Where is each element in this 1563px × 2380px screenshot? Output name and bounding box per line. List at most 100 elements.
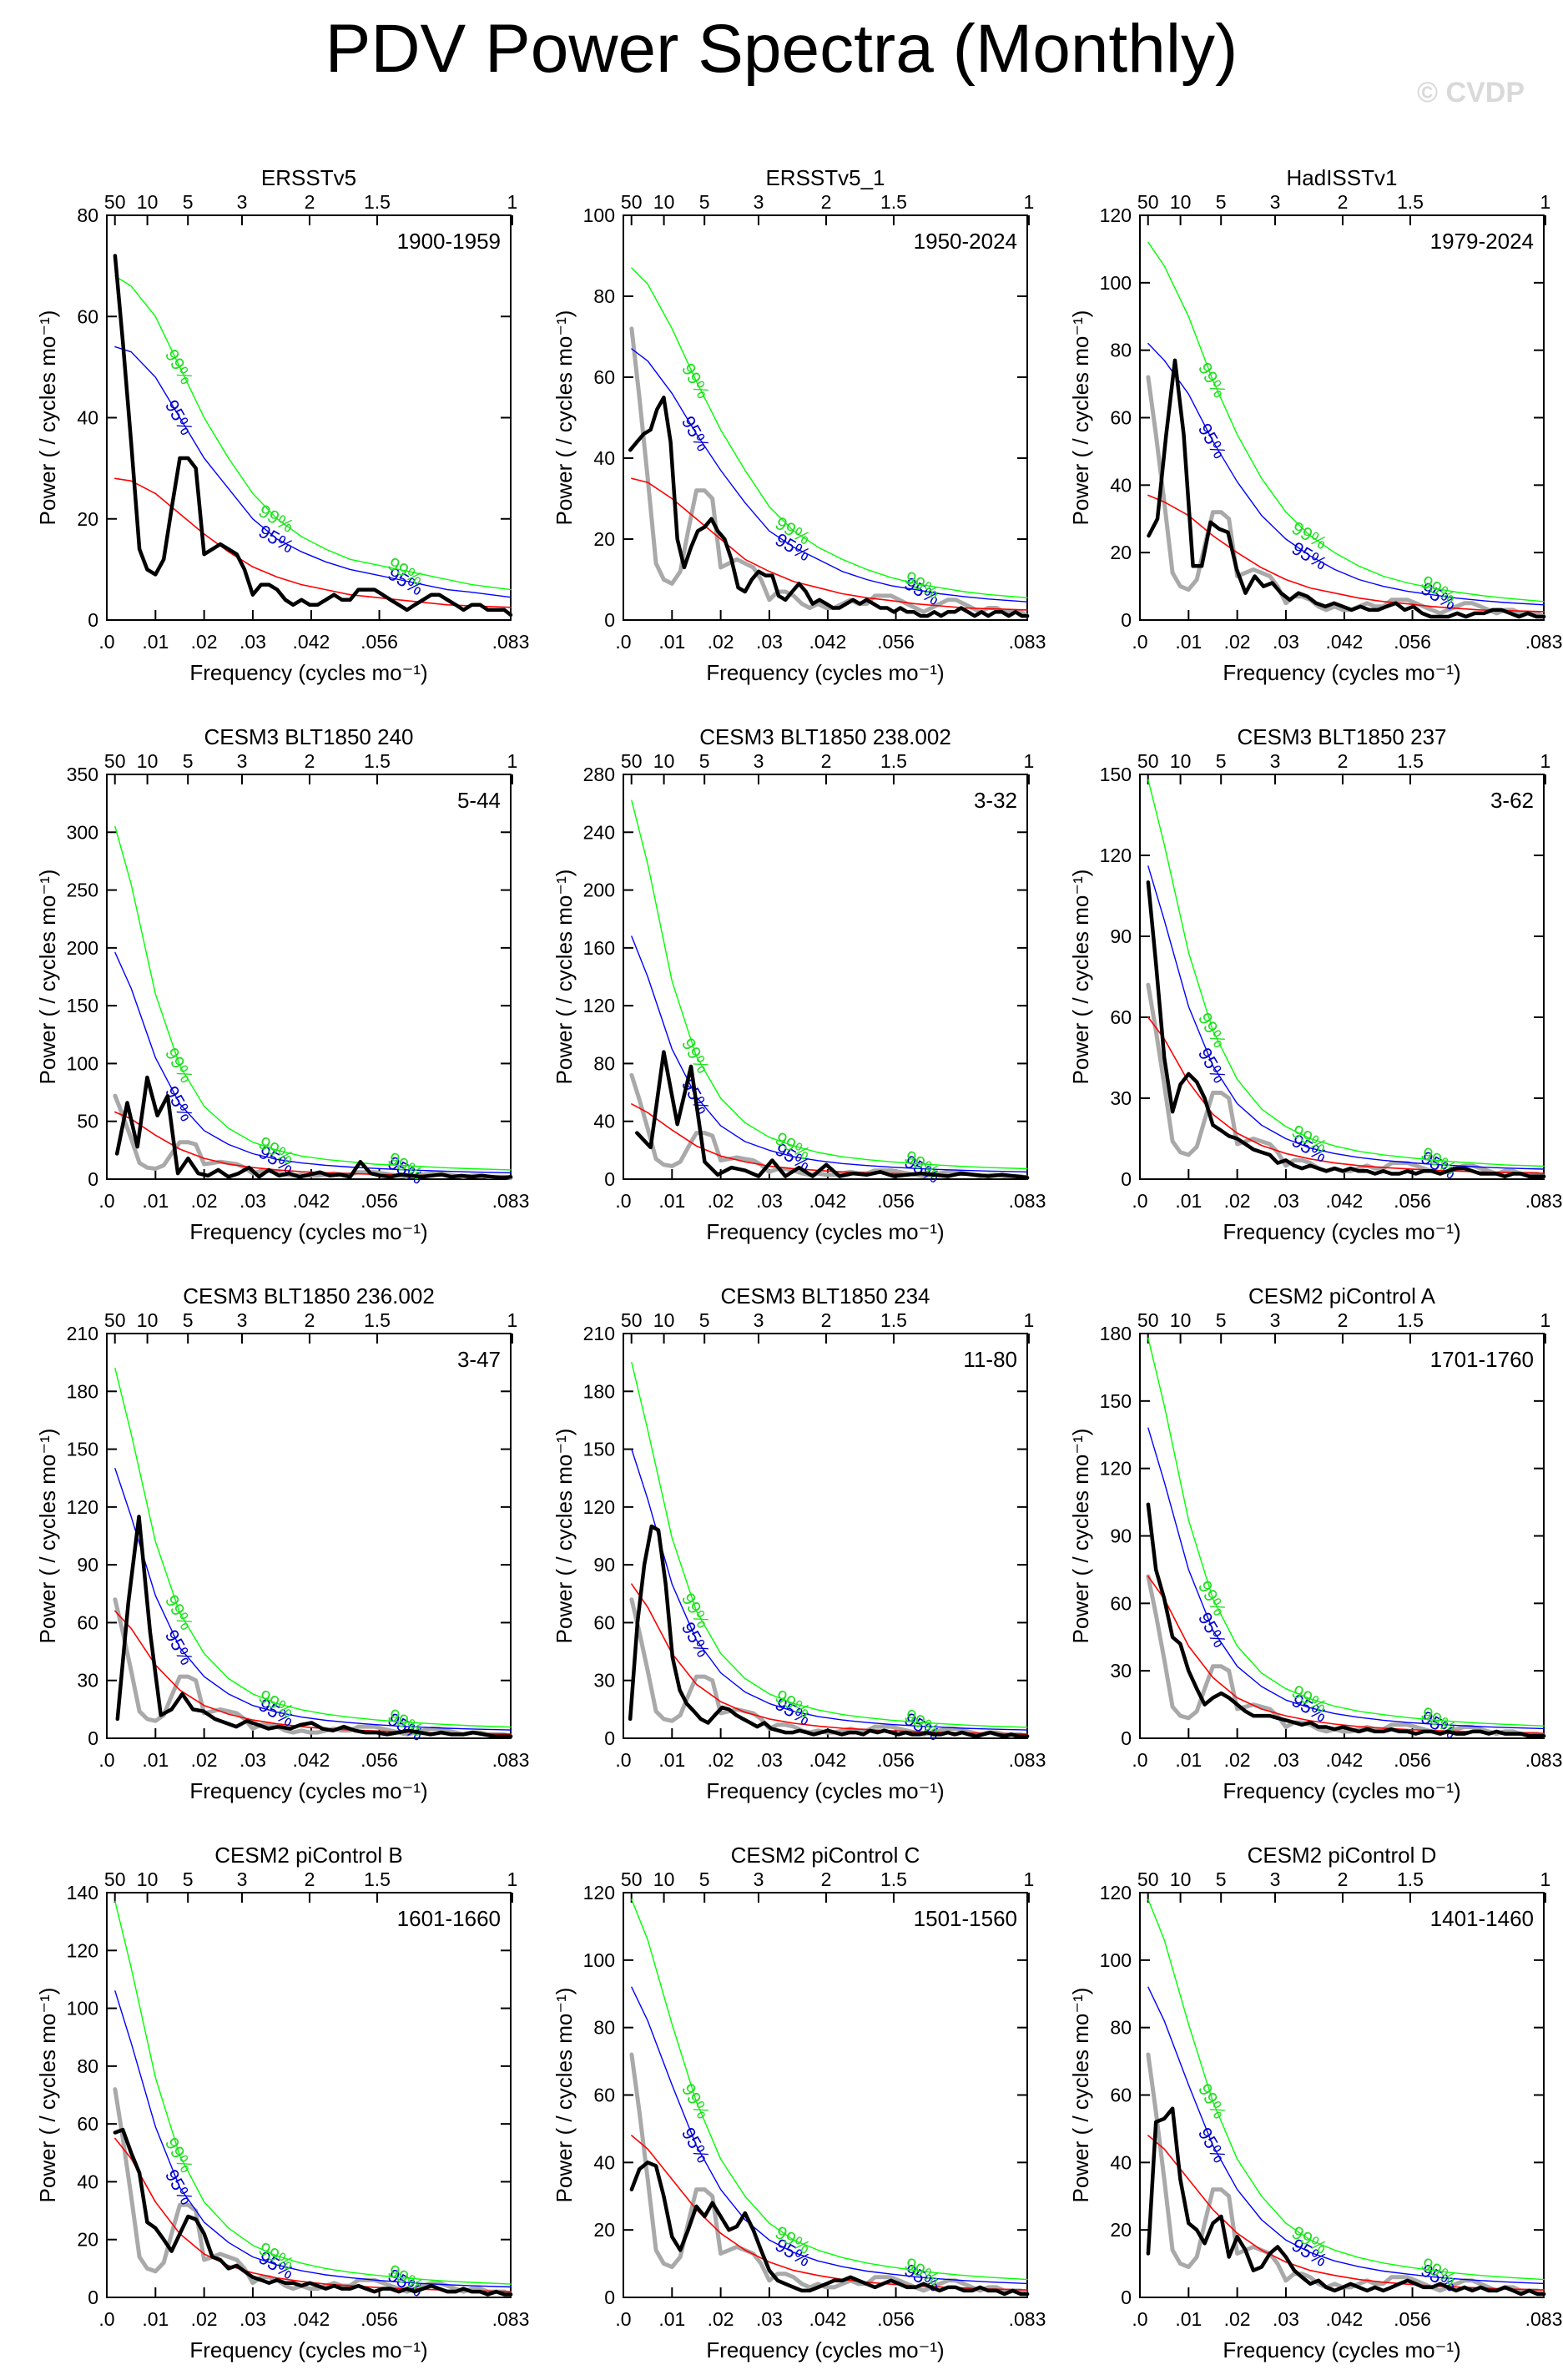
top-tick-label: 1.5: [880, 1868, 907, 1890]
top-tick-label: 2: [1338, 191, 1349, 213]
period-label: 1501-1560: [914, 1906, 1017, 1931]
y-tick-label: 120: [583, 1496, 615, 1518]
panel-2: 0 20 40 60 80 100 .0 .01 .02 .03 .042 .056 .083 50 10 5…: [552, 165, 1046, 685]
panel-title: CESM3 BLT1850 240: [204, 724, 414, 749]
x-tick-label: .042: [293, 1749, 330, 1771]
x-tick-label: .01: [142, 631, 169, 653]
top-tick-label: 1.5: [1397, 1309, 1424, 1331]
series-99pct: [114, 1367, 512, 1728]
y-tick-label: 90: [1110, 1525, 1132, 1547]
y-tick-label: 180: [1100, 1323, 1132, 1344]
panel-9: 0306090120150180.0.01.02.03.042.056.0835…: [1068, 1283, 1562, 1803]
significance-label: 95%: [161, 1082, 198, 1125]
top-tick-label: 1: [507, 1868, 518, 1890]
significance-label: 99%: [161, 1044, 198, 1087]
x-tick-label: .042: [293, 1190, 330, 1212]
x-tick-label: .02: [191, 631, 218, 653]
y-axis-label: Power ( / cycles mo⁻¹): [552, 310, 577, 526]
x-tick-label: .01: [658, 2308, 685, 2330]
y-tick-label: 40: [77, 407, 98, 429]
x-tick-label: .02: [708, 1190, 734, 1212]
top-tick-label: 2: [821, 191, 832, 213]
panel-title: CESM2 piControl D: [1248, 1843, 1437, 1868]
x-tick-label: .083: [1009, 631, 1046, 653]
y-tick-label: 0: [1121, 609, 1132, 631]
panel-title: CESM3 BLT1850 238.002: [699, 724, 951, 749]
top-tick-label: 50: [104, 191, 126, 213]
y-axis-label: Power ( / cycles mo⁻¹): [552, 1988, 577, 2203]
y-tick-label: 200: [67, 937, 98, 959]
series-95pct: [114, 951, 512, 1174]
x-tick-label: .01: [1175, 1190, 1202, 1212]
y-tick-label: 100: [67, 1052, 98, 1074]
x-tick-label: .083: [1009, 2308, 1046, 2330]
y-tick-label: 60: [1110, 1592, 1132, 1614]
x-axis-label: Frequency (cycles mo⁻¹): [189, 660, 427, 685]
series-spectrum: [113, 2127, 513, 2297]
top-tick-label: 10: [137, 1868, 159, 1890]
y-tick-label: 40: [593, 1111, 615, 1132]
y-tick-label: 80: [1110, 2017, 1132, 2039]
panel-title: CESM3 BLT1850 236.002: [183, 1283, 435, 1308]
x-tick-label: .0: [98, 2308, 114, 2330]
x-axis-label: Frequency (cycles mo⁻¹): [1223, 1219, 1460, 1244]
x-tick-label: .01: [142, 1190, 169, 1212]
y-axis-label: Power ( / cycles mo⁻¹): [552, 1429, 577, 1644]
x-axis-label: Frequency (cycles mo⁻¹): [706, 2337, 944, 2362]
series-red-noise: [631, 477, 1028, 611]
top-tick-label: 3: [237, 191, 248, 213]
panel-11: 0 20 40 60 80 100 120 .0 .01 .02 .03 .042 .056 .083 50…: [552, 1843, 1046, 2362]
top-tick-label: 5: [183, 1868, 194, 1890]
period-label: 5-44: [457, 788, 501, 813]
top-tick-label: 2: [821, 1868, 832, 1890]
x-tick-label: .042: [809, 631, 847, 653]
x-tick-label: .0: [1132, 1749, 1147, 1771]
top-tick-label: 5: [183, 750, 194, 772]
y-tick-label: 0: [88, 1727, 98, 1749]
series-99pct: [1147, 1337, 1545, 1727]
x-tick-label: .056: [360, 1190, 398, 1212]
x-tick-label: .056: [877, 1190, 915, 1212]
x-tick-label: .02: [1224, 631, 1251, 653]
period-label: 3-32: [974, 788, 1017, 813]
y-tick-label: 60: [1110, 2085, 1132, 2106]
x-tick-label: .0: [98, 1749, 114, 1771]
x-tick-label: .083: [1009, 1190, 1046, 1212]
x-tick-label: .056: [1394, 1749, 1431, 1771]
x-tick-label: .03: [1273, 2308, 1299, 2330]
y-tick-label: 0: [604, 609, 615, 631]
x-tick-label: .02: [1224, 2308, 1251, 2330]
significance-label: 95%: [161, 396, 198, 439]
y-tick-label: 180: [583, 1380, 615, 1402]
top-tick-label: 10: [653, 750, 675, 772]
y-tick-label: 250: [67, 880, 98, 901]
y-tick-label: 20: [593, 2219, 615, 2241]
y-tick-label: 0: [88, 609, 98, 631]
plot-frame: [623, 774, 1028, 1180]
top-tick-label: 50: [1137, 750, 1159, 772]
x-tick-label: .0: [1132, 1190, 1147, 1212]
period-label: 1601-1660: [397, 1906, 501, 1931]
x-tick-label: .042: [293, 2308, 330, 2330]
x-tick-label: .01: [658, 631, 685, 653]
y-tick-label: 60: [77, 1611, 98, 1633]
y-tick-label: 40: [77, 2171, 98, 2192]
y-tick-label: 30: [77, 1670, 98, 1692]
series-99pct: [631, 1898, 1028, 2281]
x-tick-label: .02: [191, 1190, 218, 1212]
series-spectrum: [628, 1524, 1030, 1738]
plot-frame: [106, 1892, 512, 2298]
x-tick-label: .0: [1132, 631, 1147, 653]
top-tick-label: 10: [137, 750, 159, 772]
x-tick-label: .083: [1525, 1190, 1563, 1212]
top-tick-label: 5: [1216, 1309, 1227, 1331]
significance-label: 99%: [1194, 1009, 1231, 1051]
x-tick-label: .01: [1175, 1749, 1202, 1771]
plot-frame: [1139, 774, 1545, 1180]
plot-frame: [623, 1333, 1028, 1739]
x-tick-label: .083: [1525, 2308, 1563, 2330]
series-spectrum: [1146, 880, 1546, 1179]
x-tick-label: .042: [809, 1749, 847, 1771]
period-label: 11-80: [963, 1347, 1017, 1372]
